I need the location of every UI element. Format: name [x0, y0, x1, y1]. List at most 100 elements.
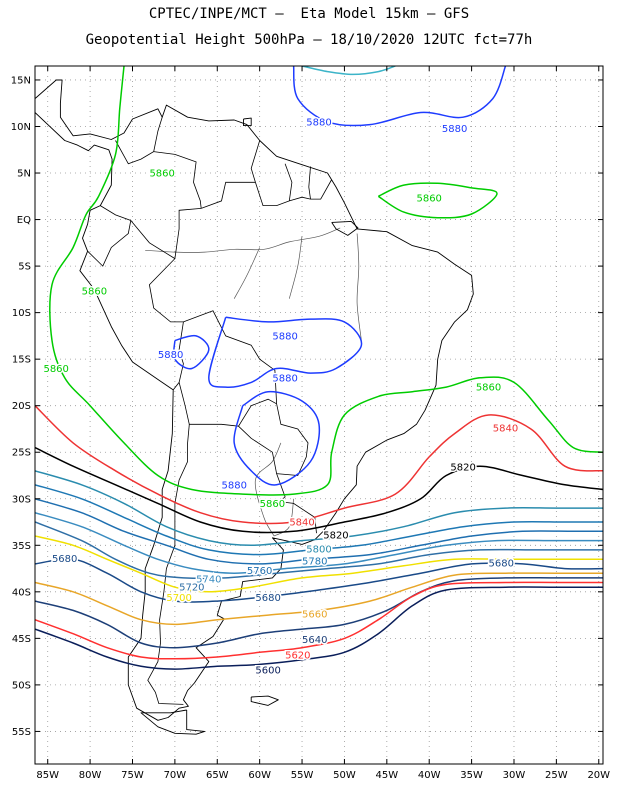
contour-label-5600: 5600: [255, 666, 280, 677]
lat-label: 20S: [12, 401, 31, 412]
contour-label-5860: 5860: [416, 194, 441, 205]
contour-label-5780: 5780: [302, 557, 327, 568]
lon-label: 85W: [36, 770, 59, 781]
border-line: [87, 205, 132, 267]
latitude-labels: 15N 10N 5N EQ 5S 10S 15S 20S 25S 30S 35S 40S 45S 50S 5…: [11, 75, 31, 737]
rivers: [145, 227, 362, 537]
lat-label: 35S: [12, 541, 31, 552]
lat-label: 15S: [12, 355, 31, 366]
contour-label-5680: 5680: [255, 593, 280, 604]
contour-5840: [35, 405, 603, 525]
contour-label-5820: 5820: [323, 531, 348, 542]
contour-5880: [292, 66, 507, 127]
contour-label-5620: 5620: [285, 651, 310, 662]
border-line: [174, 208, 202, 259]
chart-title-line-2: Geopotential Height 500hPa – 18/10/2020 …: [85, 32, 533, 48]
contour-5880: [208, 316, 363, 389]
map-frame: [34, 65, 604, 765]
lat-label: 50S: [12, 680, 31, 691]
coastline: [243, 117, 252, 127]
river-line: [145, 227, 341, 253]
lat-label: 10S: [12, 308, 31, 319]
contour-5640: [35, 576, 603, 649]
contour-5860: [49, 66, 603, 496]
contour-label-5660: 5660: [302, 610, 327, 621]
contour-label-5720: 5720: [179, 583, 204, 594]
border-line: [276, 473, 317, 534]
lat-label: 40S: [12, 587, 31, 598]
river-line: [254, 442, 282, 537]
river-line: [233, 247, 261, 299]
contour-label-5800: 5800: [306, 545, 331, 556]
contour-5600: [35, 586, 603, 670]
contour-label-5680: 5680: [489, 558, 514, 569]
contour-5820: [35, 446, 603, 534]
border-line: [147, 424, 190, 705]
contour-label-5880: 5880: [221, 480, 246, 491]
border-line: [130, 220, 184, 391]
axis-ticks: [35, 66, 603, 764]
border-line: [178, 382, 277, 427]
contour-5680: [35, 558, 603, 603]
coastlines: [35, 79, 474, 735]
coastline: [35, 79, 474, 721]
contour-5620: [35, 581, 603, 660]
border-line: [250, 140, 333, 206]
contour-label-5840: 5840: [289, 518, 314, 529]
lon-label: 60W: [248, 770, 271, 781]
lat-label: 10N: [11, 122, 31, 133]
lon-label: 40W: [418, 770, 441, 781]
border-line: [238, 403, 309, 476]
contour-5760: [35, 498, 603, 565]
contour-5700: [35, 535, 603, 593]
coastline: [250, 695, 279, 706]
height-contours: [35, 66, 603, 670]
lat-label: 5N: [17, 169, 31, 180]
contour-label-5860: 5860: [476, 383, 501, 394]
river-line: [356, 233, 362, 341]
border-line: [115, 117, 163, 165]
contour-5860: [377, 182, 498, 219]
contour-label-5880: 5880: [272, 331, 297, 342]
border-line: [308, 166, 311, 200]
lon-label: 65W: [206, 770, 229, 781]
contour-5880: [172, 334, 210, 370]
lat-label: 25S: [12, 448, 31, 459]
contour-label-5860: 5860: [43, 364, 68, 375]
political-borders: [87, 117, 333, 705]
contour-label-5640: 5640: [302, 635, 327, 646]
contour-label-5680: 5680: [52, 554, 77, 565]
contour-labels: 5880 5880 5880 5880 5880 5880 5860 5860 5860 5860…: [42, 116, 520, 678]
contour-label-5880: 5880: [272, 373, 297, 384]
contour-label-5860: 5860: [149, 169, 174, 180]
contour-label-5840: 5840: [493, 424, 518, 435]
contour-5720: [35, 521, 603, 580]
lon-label: 50W: [333, 770, 356, 781]
coastline: [331, 220, 359, 236]
lat-label: 15N: [11, 75, 31, 86]
contour-label-5880: 5880: [442, 124, 467, 135]
lon-label: 80W: [79, 770, 102, 781]
contour-label-5820: 5820: [450, 463, 475, 474]
border-line: [153, 151, 202, 209]
river-line: [273, 498, 294, 537]
lon-label: 20W: [587, 770, 610, 781]
lon-label: 55W: [291, 770, 314, 781]
coastline: [140, 709, 206, 735]
border-line: [201, 181, 256, 209]
contour-5740: [35, 511, 603, 574]
lon-label: 35W: [460, 770, 483, 781]
contour-label-5740: 5740: [196, 574, 221, 585]
border-line: [183, 310, 277, 404]
border-line: [284, 163, 293, 201]
contour-label-5700: 5700: [166, 593, 191, 604]
contour-label-5880: 5880: [158, 350, 183, 361]
lat-label: 5S: [18, 262, 31, 273]
contour-label-5760: 5760: [247, 566, 272, 577]
contour-5880: [233, 390, 321, 486]
lon-label: 45W: [376, 770, 399, 781]
lon-label: 70W: [164, 770, 187, 781]
river-line: [288, 236, 303, 299]
contour-5780: [35, 484, 603, 556]
